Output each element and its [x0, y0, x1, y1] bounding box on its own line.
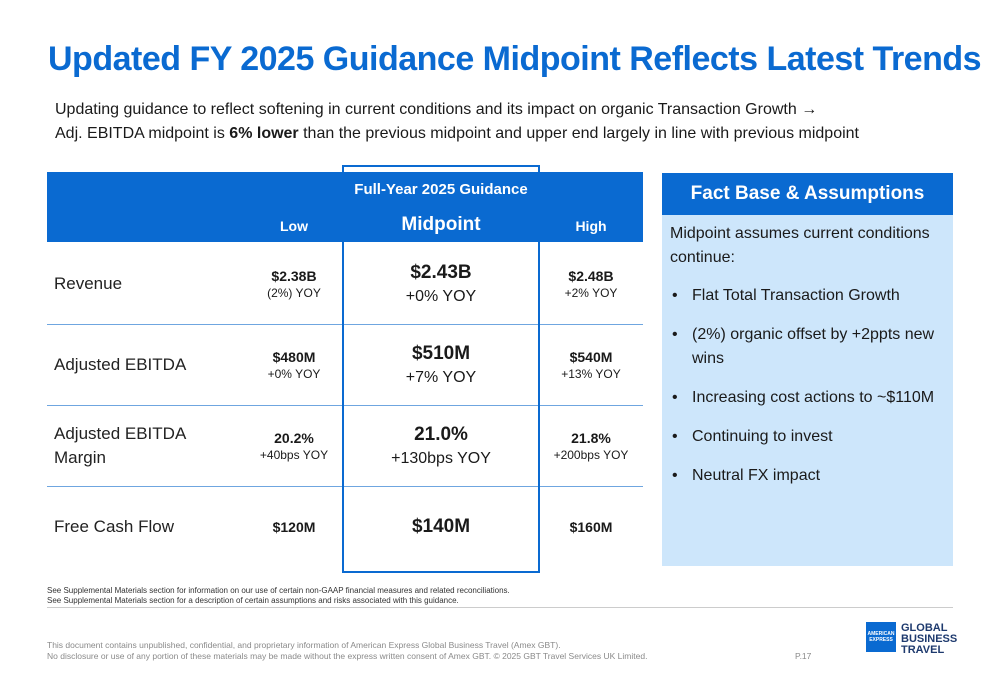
bullet-icon: • [672, 467, 678, 484]
logo-box-line-2: EXPRESS [869, 637, 893, 643]
cell-midpoint-yoy: +7% YOY [405, 368, 477, 386]
fact-base-list: • Flat Total Transaction Growth • (2%) org… [670, 284, 945, 488]
guidance-table-header: Full-Year 2025 Guidance Low Midpoint Hig… [47, 172, 643, 242]
list-item-text: (2%) organic offset by +2ppts new wins [692, 326, 935, 367]
subtitle-line-2-end: than the previous midpoint and upper end… [298, 125, 859, 142]
cell-high-yoy: +2% YOY [564, 285, 618, 300]
list-item: • Neutral FX impact [670, 464, 945, 488]
column-header-high: High [575, 218, 607, 234]
subtitle-line-2: Adj. EBITDA midpoint is 6% lower than th… [55, 122, 935, 146]
table-row-adjusted-ebitda-margin: Adjusted EBITDA Margin 20.2% +40bps YOY … [47, 405, 643, 487]
bullet-icon: • [672, 428, 678, 445]
subtitle: Updating guidance to reflect softening i… [55, 98, 935, 146]
cell-low-value: $120M [272, 518, 316, 535]
bullet-icon: • [672, 326, 678, 343]
legal-disclaimer: This document contains unpublished, conf… [47, 640, 647, 662]
subtitle-line-1: Updating guidance to reflect softening i… [55, 101, 818, 118]
footnotes: See Supplemental Materials section for i… [47, 586, 510, 606]
cell-high-value: $160M [569, 518, 613, 535]
cell-midpoint: $140M [343, 486, 539, 567]
cell-midpoint-yoy: +130bps YOY [391, 449, 491, 467]
page-number: P.17 [795, 651, 812, 661]
bullet-icon: • [672, 287, 678, 304]
column-header-midpoint: Midpoint [401, 214, 481, 235]
footnote-2: See Supplemental Materials section for a… [47, 596, 459, 605]
table-row-revenue: Revenue $2.38B (2%) YOY $2.43B +0% YOY $… [47, 243, 643, 325]
legal-line-1: This document contains unpublished, conf… [47, 640, 561, 650]
cell-high: $540M +13% YOY [541, 324, 641, 405]
fact-base-intro: Midpoint assumes current conditions cont… [670, 225, 930, 266]
cell-low-yoy: (2%) YOY [267, 285, 321, 300]
list-item: • Flat Total Transaction Growth [670, 284, 945, 308]
list-item: • Increasing cost actions to ~$110M [670, 386, 945, 410]
guidance-table: Full-Year 2025 Guidance Low Midpoint Hig… [47, 165, 643, 573]
cell-high-value: 21.8% [571, 429, 611, 446]
subtitle-line-2-start: Adj. EBITDA midpoint is [55, 125, 230, 142]
cell-midpoint-value: $2.43B [410, 261, 472, 283]
fact-base-title: Fact Base & Assumptions [662, 173, 953, 215]
list-item-text: Continuing to invest [692, 428, 833, 445]
cell-midpoint: $2.43B +0% YOY [343, 243, 539, 324]
footnote-1: See Supplemental Materials section for i… [47, 586, 510, 595]
row-label: Free Cash Flow [54, 516, 174, 536]
cell-low-value: $480M [272, 348, 316, 365]
cell-high: 21.8% +200bps YOY [541, 405, 641, 486]
table-row-adjusted-ebitda: Adjusted EBITDA $480M +0% YOY $510M +7% … [47, 324, 643, 406]
row-label: Adjusted EBITDA Margin [54, 423, 186, 467]
list-item: • (2%) organic offset by +2ppts new wins [670, 323, 945, 371]
cell-low-yoy: +40bps YOY [259, 447, 329, 462]
cell-midpoint-value: $510M [411, 342, 471, 364]
row-label: Adjusted EBITDA [54, 354, 187, 374]
cell-low-value: $2.38B [271, 267, 317, 284]
page-title: Updated FY 2025 Guidance Midpoint Reflec… [48, 40, 982, 78]
cell-midpoint-yoy: +0% YOY [405, 287, 477, 305]
cell-midpoint-value: $140M [411, 515, 471, 537]
logo-box-line-1: AMERICAN [867, 631, 895, 637]
cell-low: $2.38B (2%) YOY [246, 243, 342, 324]
cell-high-yoy: +200bps YOY [553, 447, 629, 462]
cell-high: $160M [541, 486, 641, 567]
list-item: • Continuing to invest [670, 425, 945, 449]
cell-midpoint: 21.0% +130bps YOY [343, 405, 539, 486]
legal-line-2: No disclosure or use of any portion of t… [47, 651, 648, 661]
fact-base-panel: Midpoint assumes current conditions cont… [662, 215, 953, 566]
cell-high-yoy: +13% YOY [561, 366, 621, 381]
cell-low-value: 20.2% [274, 429, 314, 446]
guidance-header-title: Full-Year 2025 Guidance [354, 181, 528, 198]
logo-text-line-1: GLOBAL [901, 622, 948, 634]
gbt-logo-text: GLOBAL BUSINESS TRAVEL [901, 623, 957, 656]
table-row-free-cash-flow: Free Cash Flow $120M $140M $160M [47, 486, 643, 567]
list-item-text: Increasing cost actions to ~$110M [692, 389, 935, 406]
cell-low-yoy: +0% YOY [267, 366, 321, 381]
cell-high-value: $540M [569, 348, 613, 365]
logo-text-line-3: TRAVEL [901, 644, 945, 656]
cell-high-value: $2.48B [568, 267, 614, 284]
cell-midpoint: $510M +7% YOY [343, 324, 539, 405]
logo-text-line-2: BUSINESS [901, 633, 958, 645]
subtitle-line-2-emphasis: 6% lower [229, 125, 299, 142]
bullet-icon: • [672, 389, 678, 406]
cell-high: $2.48B +2% YOY [541, 243, 641, 324]
cell-low: $120M [246, 486, 342, 567]
footer-divider [47, 607, 953, 608]
cell-low: 20.2% +40bps YOY [246, 405, 342, 486]
cell-midpoint-value: 21.0% [414, 423, 468, 445]
column-header-low: Low [280, 218, 308, 234]
list-item-text: Flat Total Transaction Growth [692, 287, 900, 304]
amex-logo-icon: AMERICAN EXPRESS [866, 622, 896, 652]
list-item-text: Neutral FX impact [692, 467, 821, 484]
row-label: Revenue [54, 273, 123, 293]
cell-low: $480M +0% YOY [246, 324, 342, 405]
